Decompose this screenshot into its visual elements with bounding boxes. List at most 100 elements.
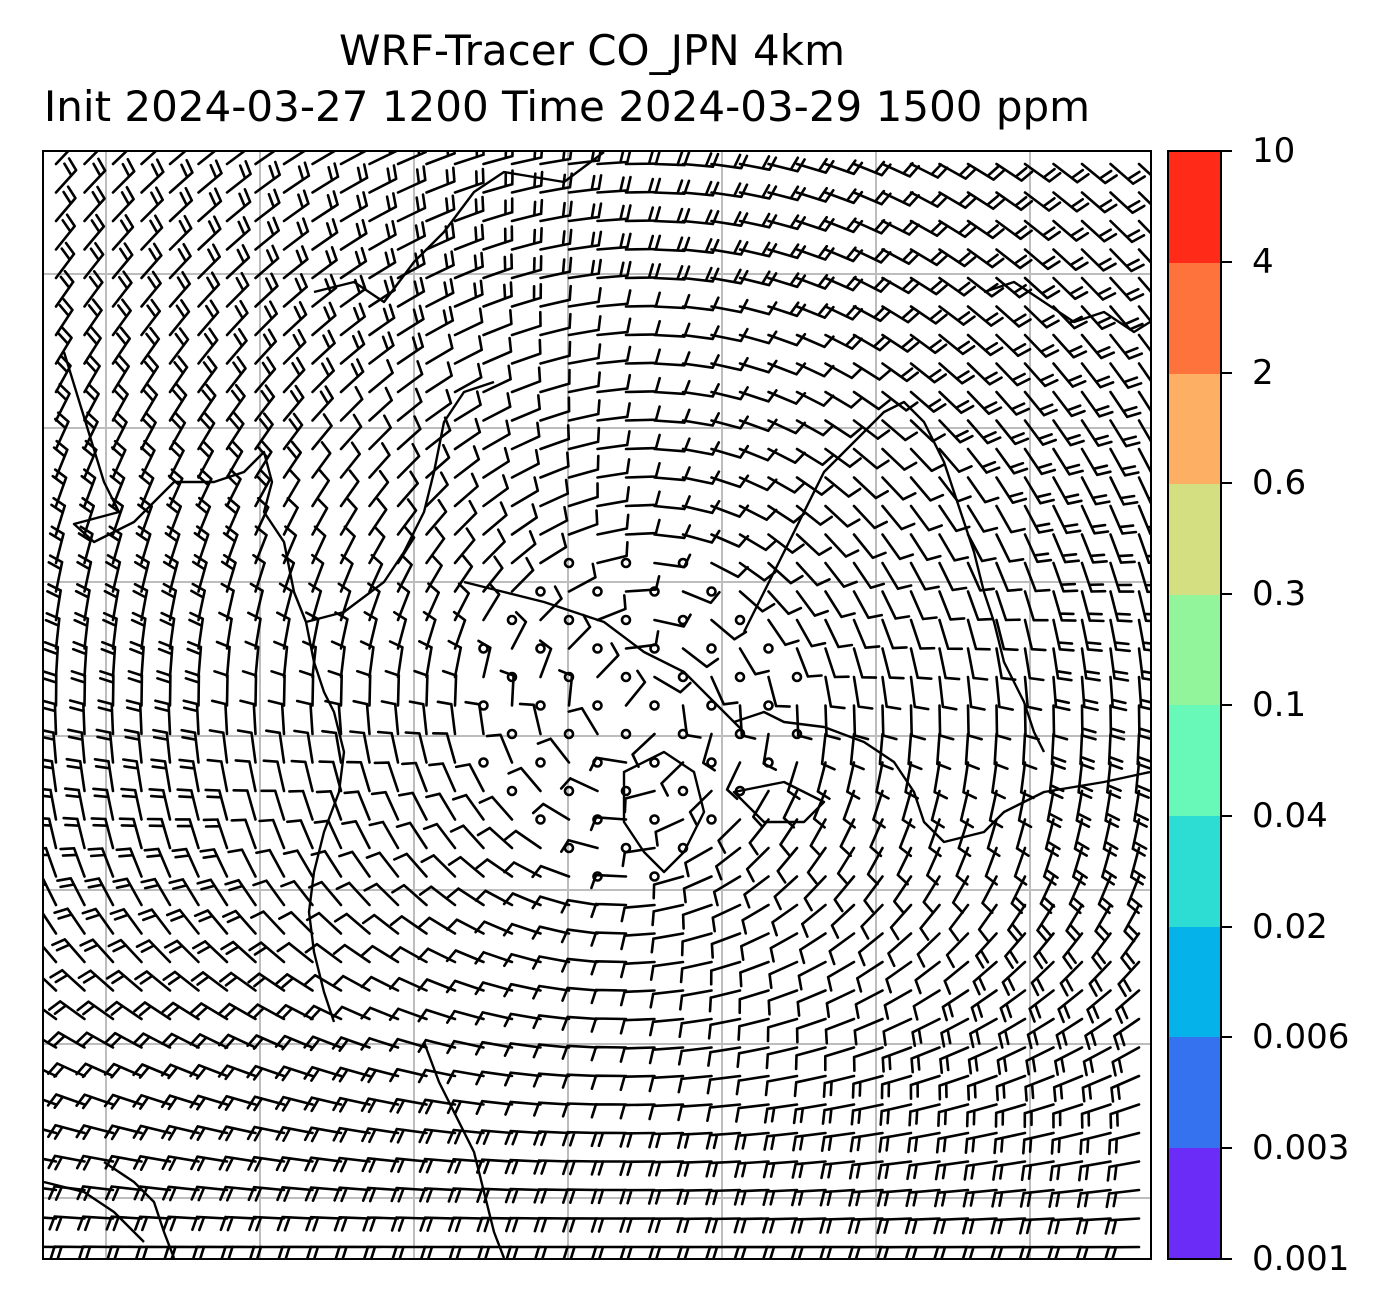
wind-barb xyxy=(910,1046,941,1074)
wind-barb xyxy=(140,270,162,308)
wind-barb xyxy=(590,1103,628,1119)
wind-barb xyxy=(453,279,484,308)
wind-barb xyxy=(295,699,314,736)
wind-barb xyxy=(938,675,958,711)
calm-wind-marker xyxy=(677,671,689,683)
wind-barb xyxy=(738,389,778,403)
wind-barb xyxy=(184,670,201,707)
wind-barb xyxy=(1137,248,1150,264)
wind-barb xyxy=(503,953,542,968)
wind-barb xyxy=(159,611,176,650)
wind-barb xyxy=(115,847,143,878)
wind-barb xyxy=(752,789,770,829)
wind-barb xyxy=(210,699,229,736)
wind-barb xyxy=(247,1185,286,1202)
wind-barb xyxy=(995,390,1030,416)
wind-barb xyxy=(254,300,278,337)
wind-barb xyxy=(453,152,485,166)
wind-barb xyxy=(1137,675,1150,711)
wind-barb xyxy=(676,1245,713,1258)
wind-barb xyxy=(65,757,86,793)
wind-barb xyxy=(156,670,172,707)
wind-barb xyxy=(1137,276,1150,293)
wind-barb xyxy=(391,883,428,907)
wind-barb xyxy=(168,214,193,251)
wind-barb xyxy=(453,499,478,536)
wind-barb xyxy=(1052,305,1088,330)
wind-barb xyxy=(204,788,229,821)
wind-barb xyxy=(225,327,248,365)
wind-barb xyxy=(995,561,1023,592)
wind-barb xyxy=(241,670,258,707)
wind-barb xyxy=(797,960,827,991)
wind-barb xyxy=(254,412,274,451)
wind-barb xyxy=(1110,1074,1141,1103)
wind-barb xyxy=(909,675,930,711)
wind-barb xyxy=(396,387,423,422)
wind-barb xyxy=(590,1131,628,1148)
wind-barb xyxy=(213,670,229,707)
wind-barb xyxy=(1109,647,1130,682)
wind-barb xyxy=(225,440,244,479)
wind-barb xyxy=(1080,447,1112,477)
wind-barb xyxy=(624,490,661,508)
wind-barb xyxy=(539,152,573,166)
wind-barb xyxy=(681,354,720,369)
wind-barb xyxy=(934,1160,970,1181)
wind-barb xyxy=(178,758,200,793)
wind-barb xyxy=(332,974,371,992)
wind-barb xyxy=(422,822,457,850)
wind-barb xyxy=(1106,1160,1141,1182)
wind-barb xyxy=(425,278,455,308)
wind-barb xyxy=(795,647,823,678)
wind-barb xyxy=(966,561,995,592)
wind-barb xyxy=(904,761,919,800)
wind-barb xyxy=(1104,1245,1141,1258)
wind-barb xyxy=(225,216,251,251)
wind-barb xyxy=(1062,932,1084,970)
wind-barb xyxy=(995,476,1028,504)
wind-barb xyxy=(767,561,804,585)
map-panel[interactable] xyxy=(42,150,1152,1260)
wind-barb xyxy=(885,960,913,994)
wind-barb xyxy=(105,969,143,992)
wind-barb xyxy=(425,152,456,166)
wind-barb xyxy=(75,1154,115,1171)
wind-barb xyxy=(596,594,627,622)
wind-barb xyxy=(559,777,599,793)
wind-barb xyxy=(148,788,172,821)
wind-barb xyxy=(1123,903,1141,943)
wind-barb xyxy=(453,223,485,251)
wind-barb xyxy=(239,699,257,736)
wind-barb xyxy=(361,944,400,964)
wind-barb xyxy=(1137,390,1150,412)
wind-barb xyxy=(247,972,286,992)
wind-barb xyxy=(567,426,601,451)
wind-barb xyxy=(132,582,149,622)
wind-barb xyxy=(510,476,540,508)
wind-barb xyxy=(186,640,203,679)
wind-barb xyxy=(1052,533,1080,564)
wind-barb xyxy=(1023,276,1061,300)
wind-barb xyxy=(146,817,172,850)
wind-barb xyxy=(418,1128,457,1144)
wind-barb xyxy=(850,1103,884,1126)
wind-barb xyxy=(318,760,343,793)
wind-barb xyxy=(225,468,242,508)
wind-barb xyxy=(303,1004,343,1021)
wind-barb xyxy=(678,1017,713,1038)
wind-barb xyxy=(311,301,337,337)
wind-barb xyxy=(1052,647,1073,682)
wind-barb xyxy=(54,269,75,308)
wind-barb xyxy=(852,533,887,560)
wind-barb xyxy=(1019,1188,1055,1208)
wind-barb xyxy=(824,362,863,380)
wind-barb xyxy=(561,957,599,973)
wind-barb xyxy=(475,1099,514,1115)
wind-barb xyxy=(447,1158,485,1174)
wind-barb xyxy=(828,932,856,966)
coastline-honshu-west xyxy=(463,580,745,733)
wind-barb xyxy=(795,590,829,617)
wind-barb xyxy=(567,371,601,394)
wind-barb xyxy=(1046,789,1063,829)
